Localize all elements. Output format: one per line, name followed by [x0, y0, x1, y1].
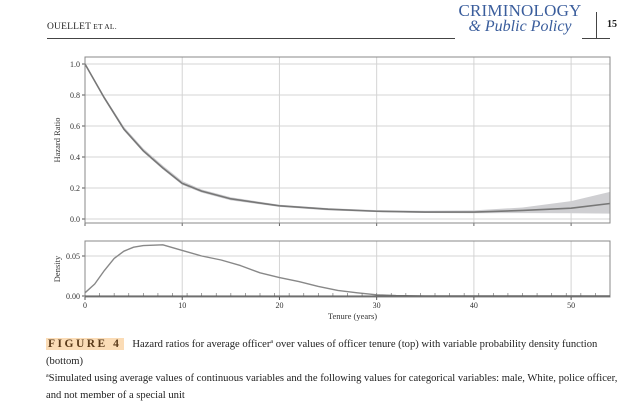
panel-2-xtick-label: 10 — [178, 301, 186, 310]
footnote-text: Simulated using average values of contin… — [46, 373, 618, 401]
panel-1-ytick-label: 0.8 — [70, 91, 80, 100]
panel-1-ytick-label: 0.0 — [70, 215, 80, 224]
panel-2-ytick-label: 0.05 — [66, 252, 80, 261]
figure-4-chart: 0.0 0.2 0.4 0.6 0.8 1.0 Hazard Ratio 0.00 0.05 De… — [52, 56, 611, 321]
panel-1-frame — [84, 56, 611, 224]
panel-2-background — [85, 241, 610, 297]
panel-2-xtick-label: 40 — [470, 301, 478, 310]
panel-2-ylabel: Density — [52, 255, 62, 282]
figure-caption: FIGURE 4 Hazard ratios for average office… — [46, 336, 626, 404]
header-rule-right — [582, 38, 610, 39]
journal-logo-line2: & Public Policy — [468, 18, 572, 35]
panel-1-ylabel: Hazard Ratio — [52, 117, 62, 162]
caption-text: Hazard ratios for average officer — [132, 339, 271, 350]
caption-text-cont: over values of officer tenure (top) with… — [46, 339, 598, 367]
panel-2-xtick-label: 0 — [83, 301, 87, 310]
figure-label: FIGURE 4 — [46, 338, 125, 350]
page-number-divider — [596, 12, 597, 38]
hazard-ratio-line — [84, 63, 611, 213]
panel-2-xtick-label: 20 — [275, 301, 283, 310]
header-rule — [47, 38, 455, 39]
panel-2-ytick-label: 0.00 — [66, 292, 80, 301]
panel-1-ytick-label: 1.0 — [70, 60, 80, 69]
footnote-marker: a — [46, 373, 49, 379]
journal-logo-line1: CRIMINOLOGY — [458, 1, 582, 20]
panel-1-ytick-label: 0.4 — [70, 153, 80, 162]
running-head: OUELLET ET AL. — [47, 22, 117, 32]
panel-1-ytick-label: 0.6 — [70, 122, 80, 131]
caption-main: FIGURE 4 Hazard ratios for average office… — [46, 336, 626, 370]
caption-footnote-marker: a — [270, 339, 274, 345]
page-number: 15 — [607, 19, 617, 30]
caption-footnote: aSimulated using average values of conti… — [46, 370, 626, 404]
panel-1-ytick-label: 0.2 — [70, 184, 80, 193]
running-head-etal: ET AL. — [91, 22, 117, 31]
panel-2-xlabel: Tenure (years) — [328, 311, 377, 321]
panel-2-xtick-label: 30 — [373, 301, 381, 310]
running-head-authors: OUELLET — [47, 22, 92, 32]
panel-1-background — [85, 57, 610, 223]
panel-2-frame — [84, 240, 611, 298]
journal-logo: CRIMINOLOGY & Public Policy — [455, 2, 585, 35]
panel-2-xtick-label: 50 — [567, 301, 575, 310]
